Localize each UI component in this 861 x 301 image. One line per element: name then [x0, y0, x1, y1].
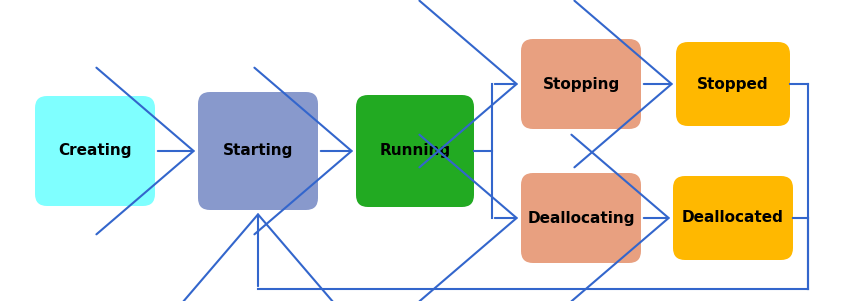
FancyBboxPatch shape	[198, 92, 318, 210]
Text: Stopped: Stopped	[697, 76, 769, 92]
FancyBboxPatch shape	[521, 39, 641, 129]
Text: Running: Running	[380, 144, 450, 159]
FancyBboxPatch shape	[356, 95, 474, 207]
Text: Deallocated: Deallocated	[682, 210, 784, 225]
FancyBboxPatch shape	[673, 176, 793, 260]
Text: Starting: Starting	[223, 144, 294, 159]
FancyBboxPatch shape	[676, 42, 790, 126]
Text: Stopping: Stopping	[542, 76, 620, 92]
FancyBboxPatch shape	[35, 96, 155, 206]
FancyBboxPatch shape	[521, 173, 641, 263]
Text: Deallocating: Deallocating	[527, 210, 635, 225]
Text: Creating: Creating	[59, 144, 132, 159]
